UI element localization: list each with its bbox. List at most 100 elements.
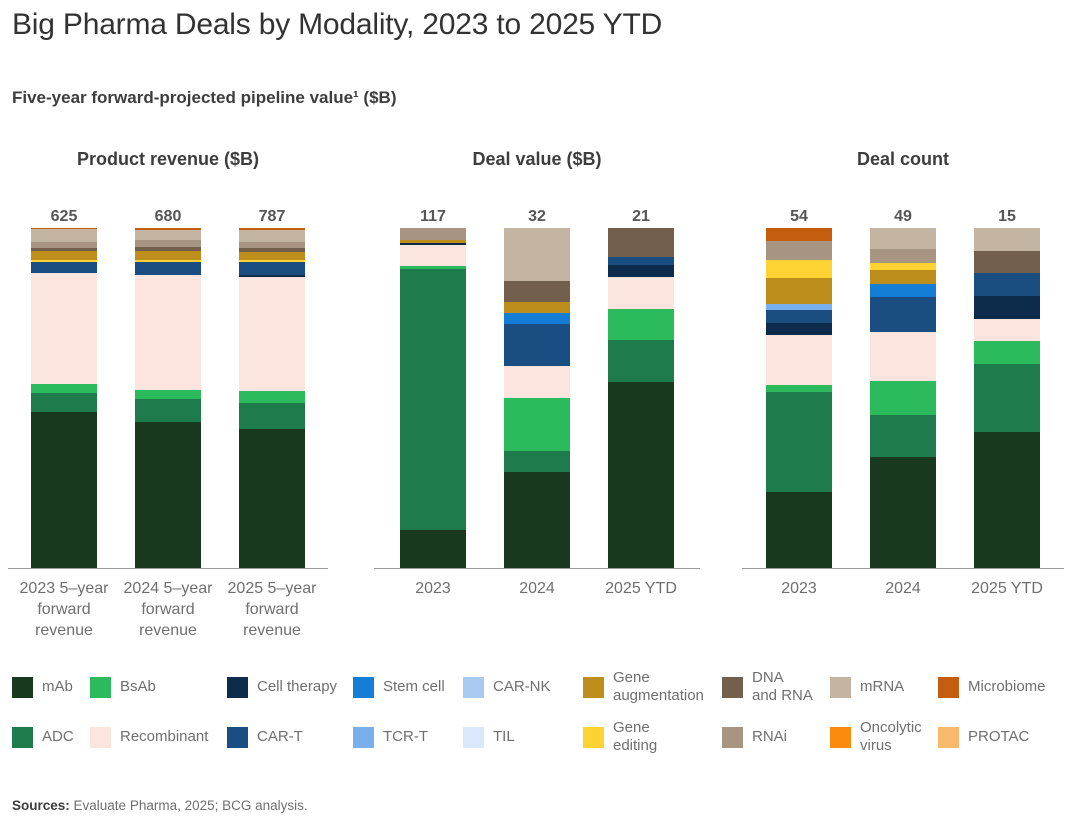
sources-text: Evaluate Pharma, 2025; BCG analysis.	[69, 798, 308, 813]
legend-item-recombinant: Recombinant	[90, 726, 227, 748]
legend-swatch-gene-editing	[583, 726, 604, 748]
legend-swatch-cell-therapy	[227, 676, 248, 698]
bar-segment-car-t	[870, 297, 936, 333]
bar-segment-mab	[400, 530, 466, 568]
bar-total-label: 32	[528, 208, 546, 225]
bar-segment-dna-and-rna	[504, 281, 570, 303]
legend-label: CAR-T	[257, 728, 303, 745]
stacked-bar-2023	[400, 228, 466, 568]
legend-label: mAb	[42, 678, 73, 695]
legend-label: BsAb	[120, 678, 156, 695]
bar-segment-mrna	[135, 230, 201, 241]
legend-item-protac: PROTAC	[938, 726, 1068, 748]
legend-item-tcr-t: TCR-T	[353, 726, 463, 748]
bar-segment-mab	[239, 429, 305, 568]
bar-totals-row: 117 32 21	[374, 206, 700, 228]
legend-swatch-oncolytic-virus	[830, 726, 851, 748]
bar-segment-bsab	[135, 390, 201, 399]
legend-item-til: TIL	[463, 726, 583, 748]
bar-x-label: 2023 5–year forward revenue	[19, 580, 109, 639]
legend-item-adc: ADC	[12, 726, 90, 748]
legend-label: TIL	[493, 728, 515, 745]
bar-segment-tcr-t	[766, 303, 832, 310]
bar-segment-microbiome	[239, 228, 305, 230]
stacked-bar-2024	[870, 228, 936, 568]
legend-item-car-t: CAR-T	[227, 726, 353, 748]
chart-title: Deal value ($B)	[472, 149, 602, 169]
bar-total-label: 117	[420, 208, 446, 225]
bar-segment-recombinant	[31, 272, 97, 384]
bar-total-label: 49	[894, 208, 912, 225]
legend-item-bsab: BsAb	[90, 676, 227, 698]
bar-segment-recombinant	[766, 335, 832, 386]
bar-segment-cell-therapy	[766, 322, 832, 336]
bar-segment-gene-editing	[135, 260, 201, 263]
bar-segment-recombinant	[608, 276, 674, 309]
bar-segment-gene-augmentation	[504, 302, 570, 313]
bar-segment-dna-and-rna	[135, 247, 201, 252]
bar-segment-car-t	[974, 273, 1040, 297]
legend-swatch-mab	[12, 676, 33, 698]
legend-label: mRNA	[860, 678, 905, 695]
x-axis-labels: 2023 2024 2025 YTD	[374, 578, 700, 599]
bar-segment-stem-cell	[504, 313, 570, 324]
bar-segment-microbiome	[766, 228, 832, 241]
bar-segment-car-t	[504, 323, 570, 367]
legend-label: Recombinant	[120, 728, 209, 745]
legend-item-stem-cell: Stem cell	[353, 676, 463, 698]
bar-segment-stem-cell	[870, 283, 936, 298]
legend-item-mrna: mRNA	[830, 676, 938, 698]
bar-segment-bsab	[504, 398, 570, 452]
bar-segment-gene-augmentation	[31, 251, 97, 260]
bar-x-label: 2024	[519, 580, 555, 597]
bar-segment-dna-and-rna	[974, 250, 1040, 274]
bar-total-label: 21	[632, 208, 650, 225]
bar-segment-rnai	[400, 228, 466, 240]
legend-label: ADC	[42, 728, 74, 745]
sources-note: Sources: Evaluate Pharma, 2025; BCG anal…	[12, 798, 308, 813]
legend-swatch-tcr-t	[353, 726, 374, 748]
bar-segment-gene-editing	[870, 262, 936, 270]
legend-item-oncolytic-virus: Oncolytic virus	[830, 719, 938, 755]
bar-segment-adc	[608, 339, 674, 382]
legend-swatch-til	[463, 726, 484, 748]
bar-segment-recombinant	[974, 318, 1040, 342]
legend-swatch-gene-augmentation	[583, 676, 604, 698]
bar-segment-car-t	[31, 261, 97, 273]
bar-segment-dna-and-rna	[239, 247, 305, 252]
stacked-bar-2024	[504, 228, 570, 568]
legend-item-gene-augmentation: Gene augmentation	[583, 669, 722, 705]
legend-swatch-dna-and-rna	[722, 676, 743, 698]
legend-item-rnai: RNAi	[722, 726, 830, 748]
bar-segment-mrna	[870, 228, 936, 249]
legend-item-cell-therapy: Cell therapy	[227, 676, 353, 698]
bar-total-label: 54	[790, 208, 808, 225]
bar-segment-car-t	[608, 257, 674, 266]
legend-label: Gene editing	[613, 719, 658, 754]
bar-segment-gene-augmentation	[400, 239, 466, 243]
bar-segment-cell-therapy	[400, 242, 466, 246]
bar-segment-mab	[870, 456, 936, 568]
legend-swatch-recombinant	[90, 726, 111, 748]
legend-swatch-bsab	[90, 676, 111, 698]
bar-x-label: 2025 YTD	[971, 580, 1043, 597]
legend-label: DNA and RNA	[752, 669, 813, 704]
legend-swatch-microbiome	[938, 676, 959, 698]
bar-segment-adc	[766, 391, 832, 493]
chart-product-revenue-b: Product revenue ($B) 625 680 787 2023 5–year…	[8, 148, 328, 641]
bar-segment-bsab	[870, 380, 936, 416]
bar-segment-gene-augmentation	[766, 278, 832, 304]
bar-total-label: 680	[154, 208, 182, 225]
bars-row	[742, 228, 1064, 569]
bar-segment-gene-augmentation	[870, 269, 936, 284]
legend-label: Cell therapy	[257, 678, 338, 695]
page-title: Big Pharma Deals by Modality, 2023 to 20…	[12, 8, 663, 41]
bar-segment-gene-augmentation	[135, 251, 201, 261]
bar-segment-mrna	[239, 229, 305, 242]
legend-item-gene-editing: Gene editing	[583, 719, 722, 755]
bar-segment-recombinant	[239, 276, 305, 392]
bar-segment-recombinant	[400, 245, 466, 266]
bar-x-label: 2023	[781, 580, 817, 597]
bar-segment-adc	[870, 415, 936, 457]
